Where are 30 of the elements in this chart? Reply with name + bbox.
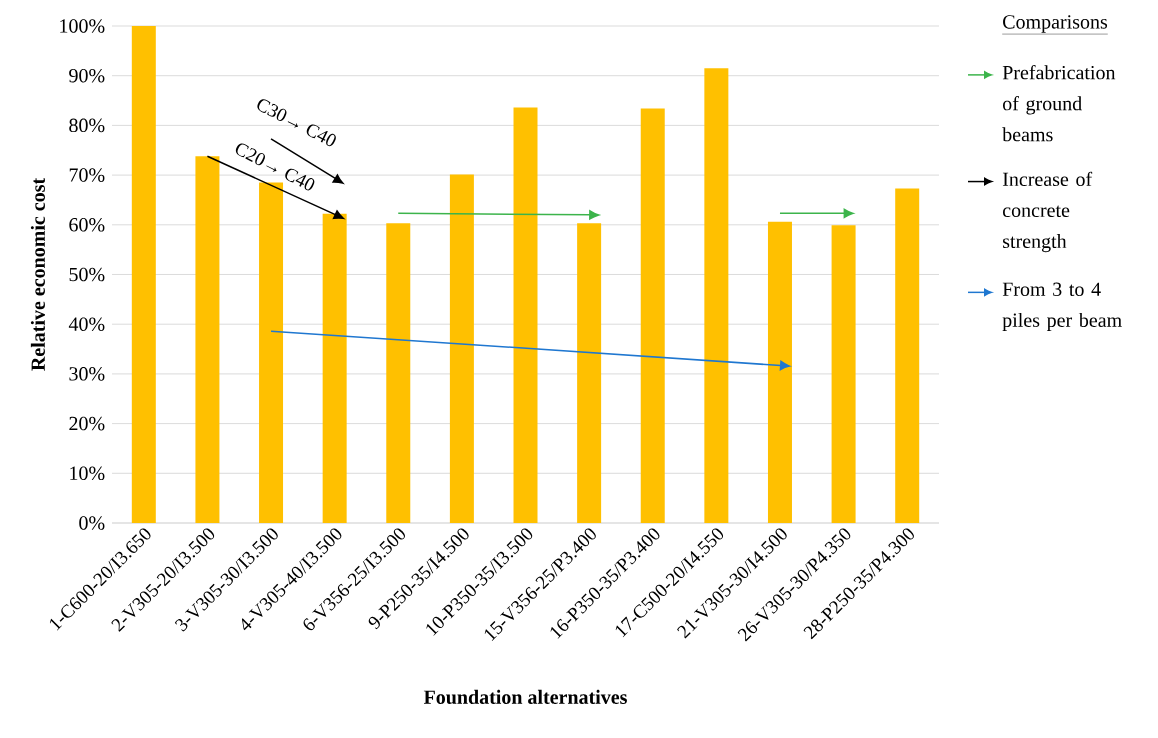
y-tick-label: 90% [69,68,105,83]
y-tick-label: 0% [79,516,105,530]
y-tick-label: 10% [70,466,105,481]
legend-title: Comparisons [1003,15,1108,33]
y-tick-label: 40% [68,317,105,331]
legend-label: Increase of concrete strength [1002,171,1093,253]
y-axis-title: Relative economic cost [30,177,45,371]
y-tick-label: 30% [69,367,105,381]
y-tick-label: 50% [69,267,105,282]
bar [640,108,665,523]
bar [831,225,856,523]
x-axis-title: Foundation alternatives [423,689,627,704]
bar [386,223,411,523]
bar [704,68,729,523]
bar [195,156,220,523]
bar [577,223,602,523]
bar [322,213,347,523]
bar [895,188,920,523]
bar [131,25,156,523]
bar [767,221,792,523]
bar [513,107,538,523]
y-tick-label: 60% [69,218,105,232]
legend-label: Prefabrication of ground beams [1002,65,1116,142]
y-tick-label: 20% [69,416,105,431]
y-tick-label: 80% [69,118,105,133]
legend-label: From 3 to 4 piles per beam [1002,282,1122,332]
bar [449,174,474,523]
y-tick-label: 100% [60,19,105,33]
y-tick-label: 70% [69,168,105,182]
bar [259,182,284,523]
